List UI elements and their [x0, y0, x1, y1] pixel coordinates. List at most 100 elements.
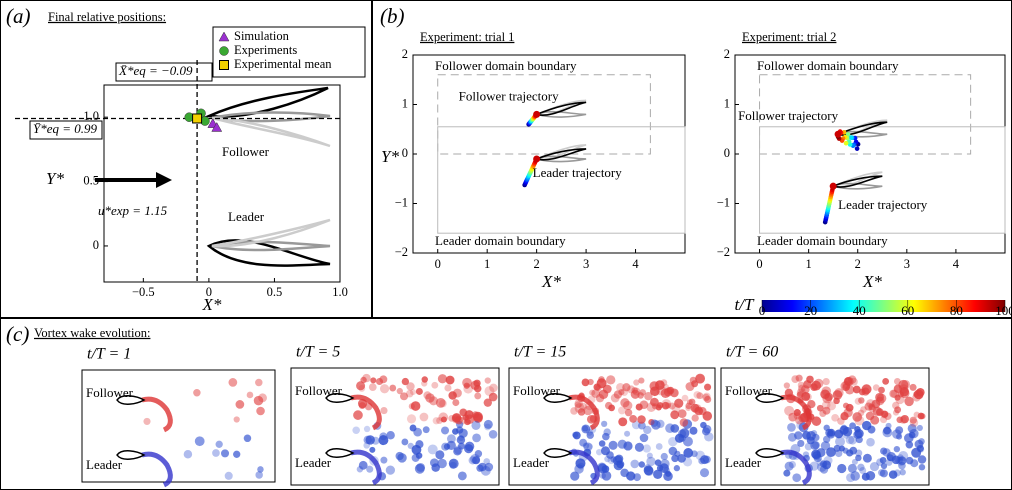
frame-title: t/T = 15 [514, 344, 566, 361]
vortex-particle [791, 375, 800, 383]
follower-label: Follower [86, 385, 134, 400]
vortex-particle [872, 406, 882, 416]
x-tick-label: 2 [855, 257, 861, 271]
vortex-particle [663, 387, 673, 397]
vortex-particle [820, 460, 828, 468]
vortex-particle [858, 397, 865, 404]
vortex-particle [855, 449, 863, 457]
vortex-particle [470, 453, 481, 464]
vortex-particle [688, 398, 696, 406]
vortex-particle [602, 432, 610, 441]
follower-trajectory-label: Follower trajectory [738, 108, 838, 123]
leader-label: Leader [295, 455, 332, 470]
vortex-particle [446, 434, 456, 444]
colorbar-tick-label: 40 [853, 303, 866, 318]
vortex-particle [846, 473, 856, 483]
colorbar-tick-label: 20 [804, 303, 817, 318]
vortex-particle [852, 412, 863, 422]
vortex-particle [369, 446, 376, 453]
vortex-particle [845, 435, 855, 445]
follower-domain [437, 74, 651, 155]
vortex-particle [437, 458, 447, 469]
vortex-particle [595, 394, 605, 403]
vortex-particle [840, 424, 848, 431]
vortex-particle [215, 440, 223, 448]
vortex-particle [693, 391, 702, 399]
vortex-particle [831, 413, 839, 422]
vortex-particle [787, 432, 797, 442]
y-tick-label: 1 [724, 96, 730, 110]
panel-title: Vortex wake evolution: [34, 326, 150, 340]
vortex-particle [827, 401, 837, 411]
trajectory-point [843, 140, 849, 146]
vortex-particle [822, 378, 830, 386]
vortex-particle [356, 466, 364, 473]
vortex-particle [601, 470, 612, 481]
vortex-particle [591, 389, 601, 398]
vortex-particle [386, 431, 395, 440]
vortex-particle [650, 397, 659, 407]
vortex-particle [380, 456, 388, 464]
vortex-particle [657, 402, 664, 409]
shear-layer [141, 396, 173, 433]
y-tick-label: −1 [395, 195, 408, 209]
vortex-particle [586, 443, 593, 450]
vortex-particle [894, 406, 902, 414]
vortex-particle [704, 383, 712, 391]
vortex-particle [480, 465, 491, 476]
foil [116, 450, 146, 460]
vortex-particle [842, 447, 849, 454]
vortex-particle [243, 434, 252, 443]
vortex-particle [854, 425, 861, 433]
colorbar-tick-label: 80 [950, 303, 963, 318]
vortex-particle [389, 384, 397, 392]
vortex-particle [794, 431, 803, 440]
vortex-particle [212, 449, 220, 457]
x-tick-label: 1 [484, 257, 490, 271]
vortex-particle [224, 471, 233, 480]
vortex-particle [617, 406, 626, 415]
vortex-particle [837, 463, 847, 474]
colorbar-tick-label: 100 [995, 303, 1012, 318]
foils [204, 86, 331, 267]
vortex-particle [901, 379, 911, 389]
vortex-particle [256, 406, 265, 416]
follower-label: Follower [513, 383, 561, 398]
vortex-particle [656, 419, 665, 429]
vortex-particle [677, 409, 687, 419]
vortex-particle [400, 392, 409, 401]
vortex-particle [898, 461, 906, 470]
panel-label: (a) [6, 4, 31, 28]
vortex-particle [699, 468, 710, 478]
final-position [829, 182, 837, 190]
vortex-particle [677, 453, 686, 463]
vortex-particle [913, 389, 924, 400]
vortex-particle [356, 381, 366, 391]
colorbar-label: t/T [735, 295, 755, 314]
vortex-particle [422, 426, 430, 434]
vortex-particle [917, 455, 927, 464]
x-tick-label: 2 [534, 257, 540, 271]
vortex-particle [671, 454, 679, 463]
x-tick-label: 4 [953, 257, 960, 271]
vortex-particle [444, 384, 452, 392]
y-tick-label: −2 [395, 245, 408, 259]
vortex-particle [436, 417, 443, 424]
frame-title: t/T = 60 [726, 344, 778, 361]
vortex-particle [656, 464, 664, 472]
legend-label: Simulation [234, 29, 290, 43]
vortex-particle [464, 444, 474, 454]
leader-domain [759, 126, 1006, 234]
vortex-particle [820, 389, 830, 400]
vortex-particle [643, 425, 652, 435]
foil [830, 182, 883, 190]
trajectory-point [854, 146, 860, 151]
square-marker [192, 113, 203, 124]
vortex-particle [888, 470, 898, 479]
vortex-particle [857, 463, 865, 472]
foil [534, 101, 587, 116]
vortex-particle [463, 382, 470, 389]
vortex-particle [483, 458, 491, 465]
vortex-particle [468, 456, 477, 465]
vortex-particle [579, 438, 588, 447]
